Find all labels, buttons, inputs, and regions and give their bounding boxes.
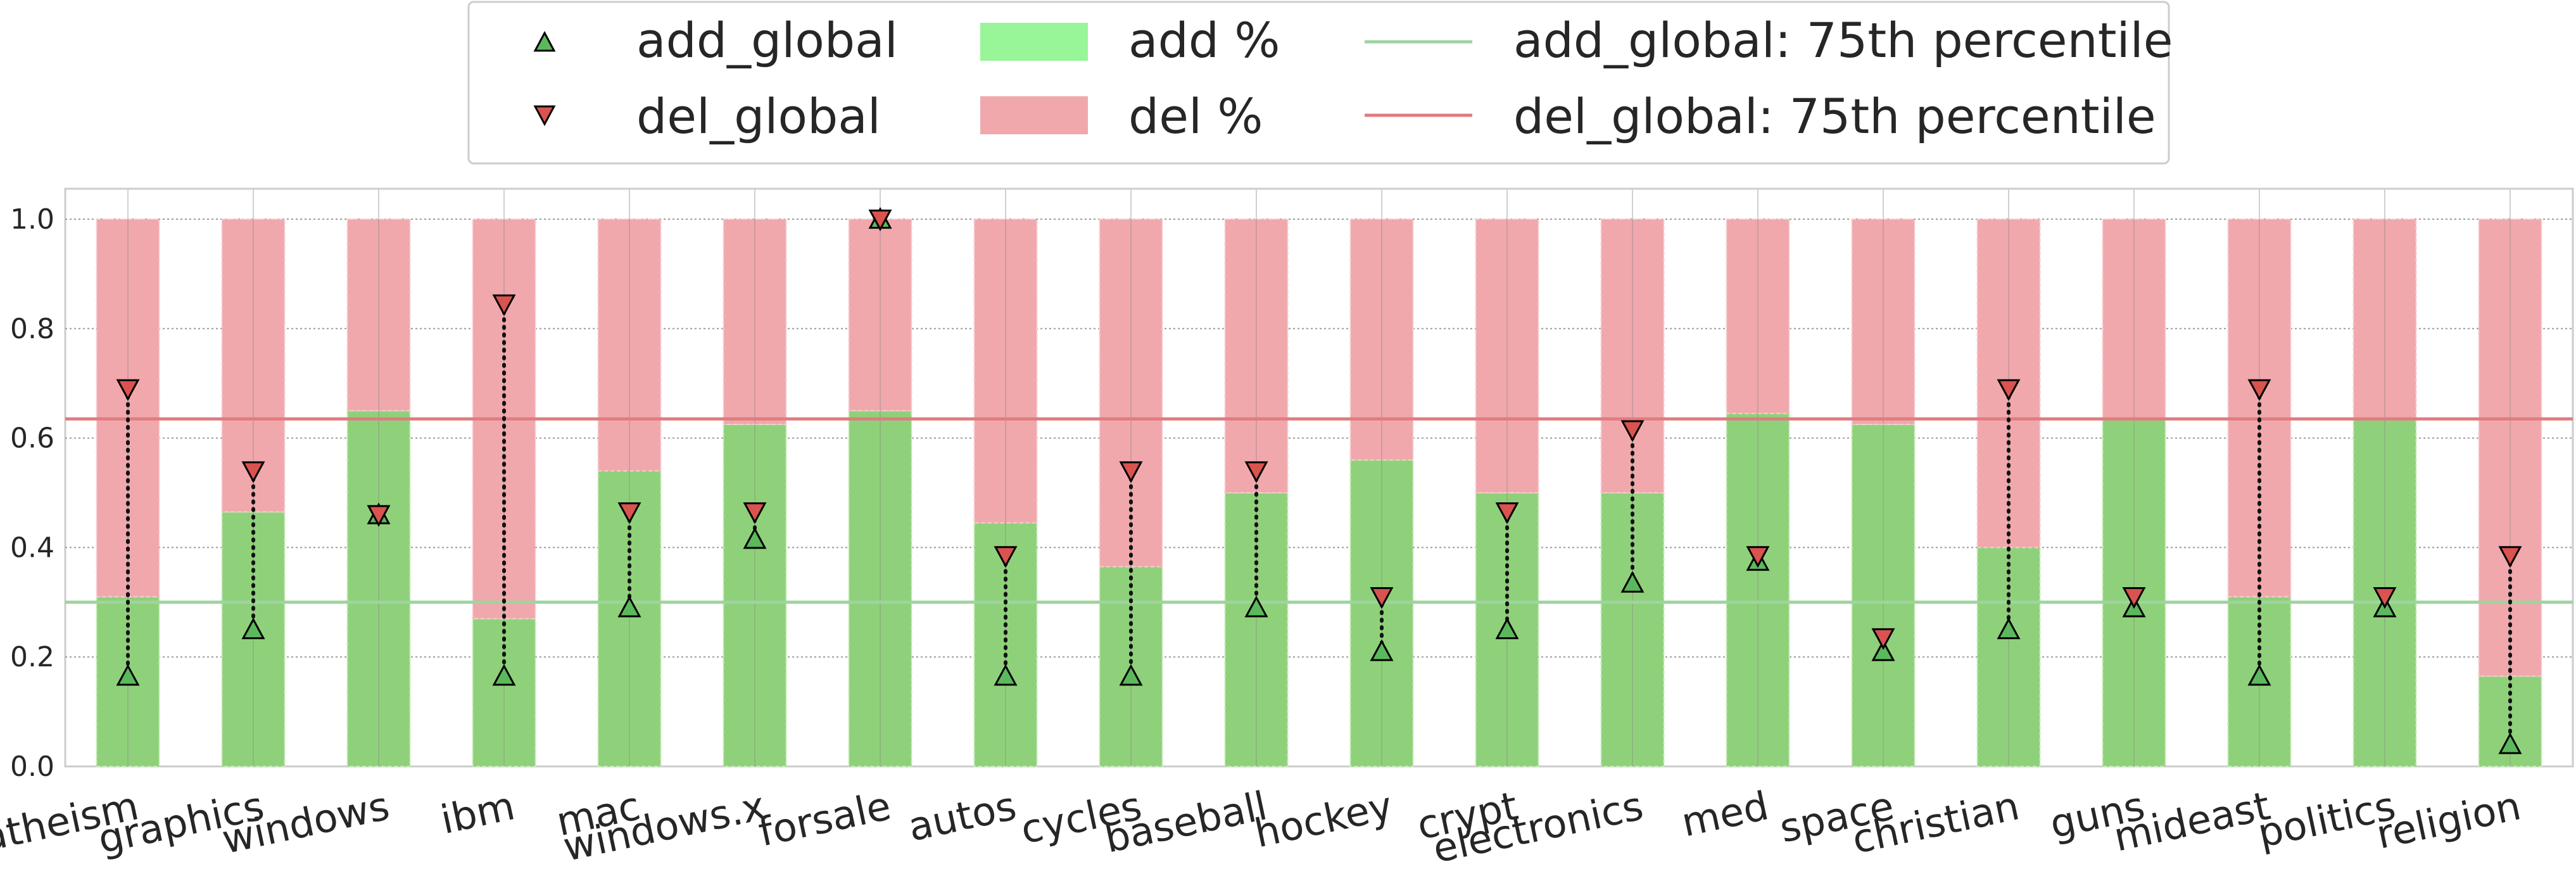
bar-add-pct bbox=[723, 424, 787, 767]
triangle-down-icon bbox=[533, 105, 556, 127]
del-global-marker bbox=[1746, 546, 1770, 568]
add-global-marker bbox=[1119, 664, 1143, 686]
add-global-marker bbox=[1370, 639, 1394, 661]
add-global-marker bbox=[241, 617, 265, 640]
del-pct-swatch bbox=[980, 96, 1088, 134]
legend-item-add-pct: add % bbox=[980, 12, 1280, 68]
del-global-marker bbox=[1997, 379, 2021, 401]
legend-item-del-global: del_global bbox=[533, 88, 881, 144]
del-global-marker bbox=[743, 502, 767, 524]
del-global-marker bbox=[1495, 502, 1519, 524]
x-tick-label: forsale bbox=[755, 782, 895, 855]
plot-frame bbox=[64, 187, 2574, 768]
bar-add-pct bbox=[1726, 412, 1790, 767]
x-tick-label: religion bbox=[2372, 782, 2525, 858]
legend-label-del-p75: del_global: 75th percentile bbox=[1513, 88, 2156, 144]
bar-del-pct bbox=[346, 219, 411, 412]
add-global-marker bbox=[492, 664, 516, 686]
bar-del-pct bbox=[1726, 219, 1790, 414]
add-global-marker bbox=[743, 527, 767, 549]
y-tick-label: 0.8 bbox=[10, 313, 54, 345]
y-tick-label: 0.6 bbox=[10, 422, 54, 455]
legend-item-del-pct: del % bbox=[980, 88, 1263, 144]
y-tick-label: 0.4 bbox=[10, 531, 54, 564]
add-global-marker bbox=[617, 595, 641, 618]
legend-item-del-p75: del_global: 75th percentile bbox=[1365, 88, 2156, 144]
del-global-marker bbox=[868, 209, 892, 232]
del-global-marker bbox=[492, 294, 516, 317]
del-global-marker bbox=[2122, 587, 2146, 609]
legend-item-add-global: add_global bbox=[533, 12, 898, 68]
del-global-marker bbox=[617, 502, 641, 524]
bar-del-pct bbox=[1224, 219, 1289, 493]
legend-label-add-global: add_global bbox=[636, 12, 898, 68]
bar-del-pct bbox=[597, 219, 662, 472]
x-tick-label: med bbox=[1677, 782, 1772, 846]
del-global-marker bbox=[994, 546, 1018, 568]
legend-item-add-p75: add_global: 75th percentile bbox=[1365, 12, 2173, 68]
bar-del-pct bbox=[2102, 219, 2166, 420]
legend-label-add-pct: add % bbox=[1128, 12, 1280, 68]
bar-del-pct bbox=[1851, 219, 1916, 425]
del-global-marker bbox=[1244, 461, 1268, 483]
del-global-marker bbox=[241, 461, 265, 483]
bar-add-pct bbox=[1851, 424, 1916, 767]
del-global-marker bbox=[1871, 628, 1895, 651]
add-global-marker bbox=[1495, 617, 1519, 640]
y-tick-label: 0.2 bbox=[10, 641, 54, 673]
add-global-marker bbox=[1620, 571, 1645, 593]
bar-del-pct bbox=[1475, 219, 1539, 493]
add-global-marker bbox=[1997, 617, 2021, 640]
triangle-up-icon bbox=[533, 30, 556, 52]
percentile-lines bbox=[65, 417, 2573, 604]
add-global-marker bbox=[2498, 732, 2522, 754]
legend-label-del-global: del_global bbox=[636, 88, 881, 144]
bar-del-pct bbox=[848, 219, 912, 412]
add-global-marker bbox=[116, 664, 140, 686]
add-global-marker bbox=[994, 664, 1018, 686]
del-global-marker bbox=[1119, 461, 1143, 483]
legend-box bbox=[467, 1, 2170, 165]
del-global-marker bbox=[367, 505, 391, 527]
x-tick-label: hockey bbox=[1251, 782, 1396, 856]
bar-add-pct bbox=[1976, 547, 2041, 768]
grid bbox=[65, 189, 2573, 766]
bar-add-pct bbox=[346, 410, 411, 767]
del-global-marker bbox=[1620, 420, 1645, 442]
legend-label-add-p75: add_global: 75th percentile bbox=[1513, 12, 2173, 68]
del-global-marker bbox=[2373, 587, 2397, 609]
add-global-marker bbox=[2247, 664, 2271, 686]
add-global-marker bbox=[1871, 639, 1895, 661]
add-global-marker bbox=[1244, 595, 1268, 618]
add-pct-swatch bbox=[980, 23, 1088, 61]
bar-add-pct bbox=[848, 410, 912, 767]
del-global-marker bbox=[2247, 379, 2271, 401]
del-global-marker bbox=[1370, 587, 1394, 609]
bars bbox=[96, 219, 2542, 768]
x-tick-label: ibm bbox=[437, 782, 519, 843]
y-tick-label: 0.0 bbox=[10, 751, 54, 783]
bar-del-pct bbox=[973, 219, 1038, 524]
bar-del-pct bbox=[723, 219, 787, 425]
legend: add_global del_global add % del % add_gl… bbox=[467, 1, 2173, 165]
bar-add-pct bbox=[472, 618, 536, 767]
legend-label-del-pct: del % bbox=[1128, 88, 1263, 144]
del-global-marker bbox=[116, 379, 140, 401]
y-axis-ticks: 0.0 0.2 0.4 0.6 0.8 1.0 bbox=[10, 203, 54, 783]
del-global-marker bbox=[2498, 546, 2522, 568]
x-tick-label: autos bbox=[904, 782, 1020, 850]
y-tick-label: 1.0 bbox=[10, 203, 54, 236]
markers bbox=[116, 206, 2522, 754]
